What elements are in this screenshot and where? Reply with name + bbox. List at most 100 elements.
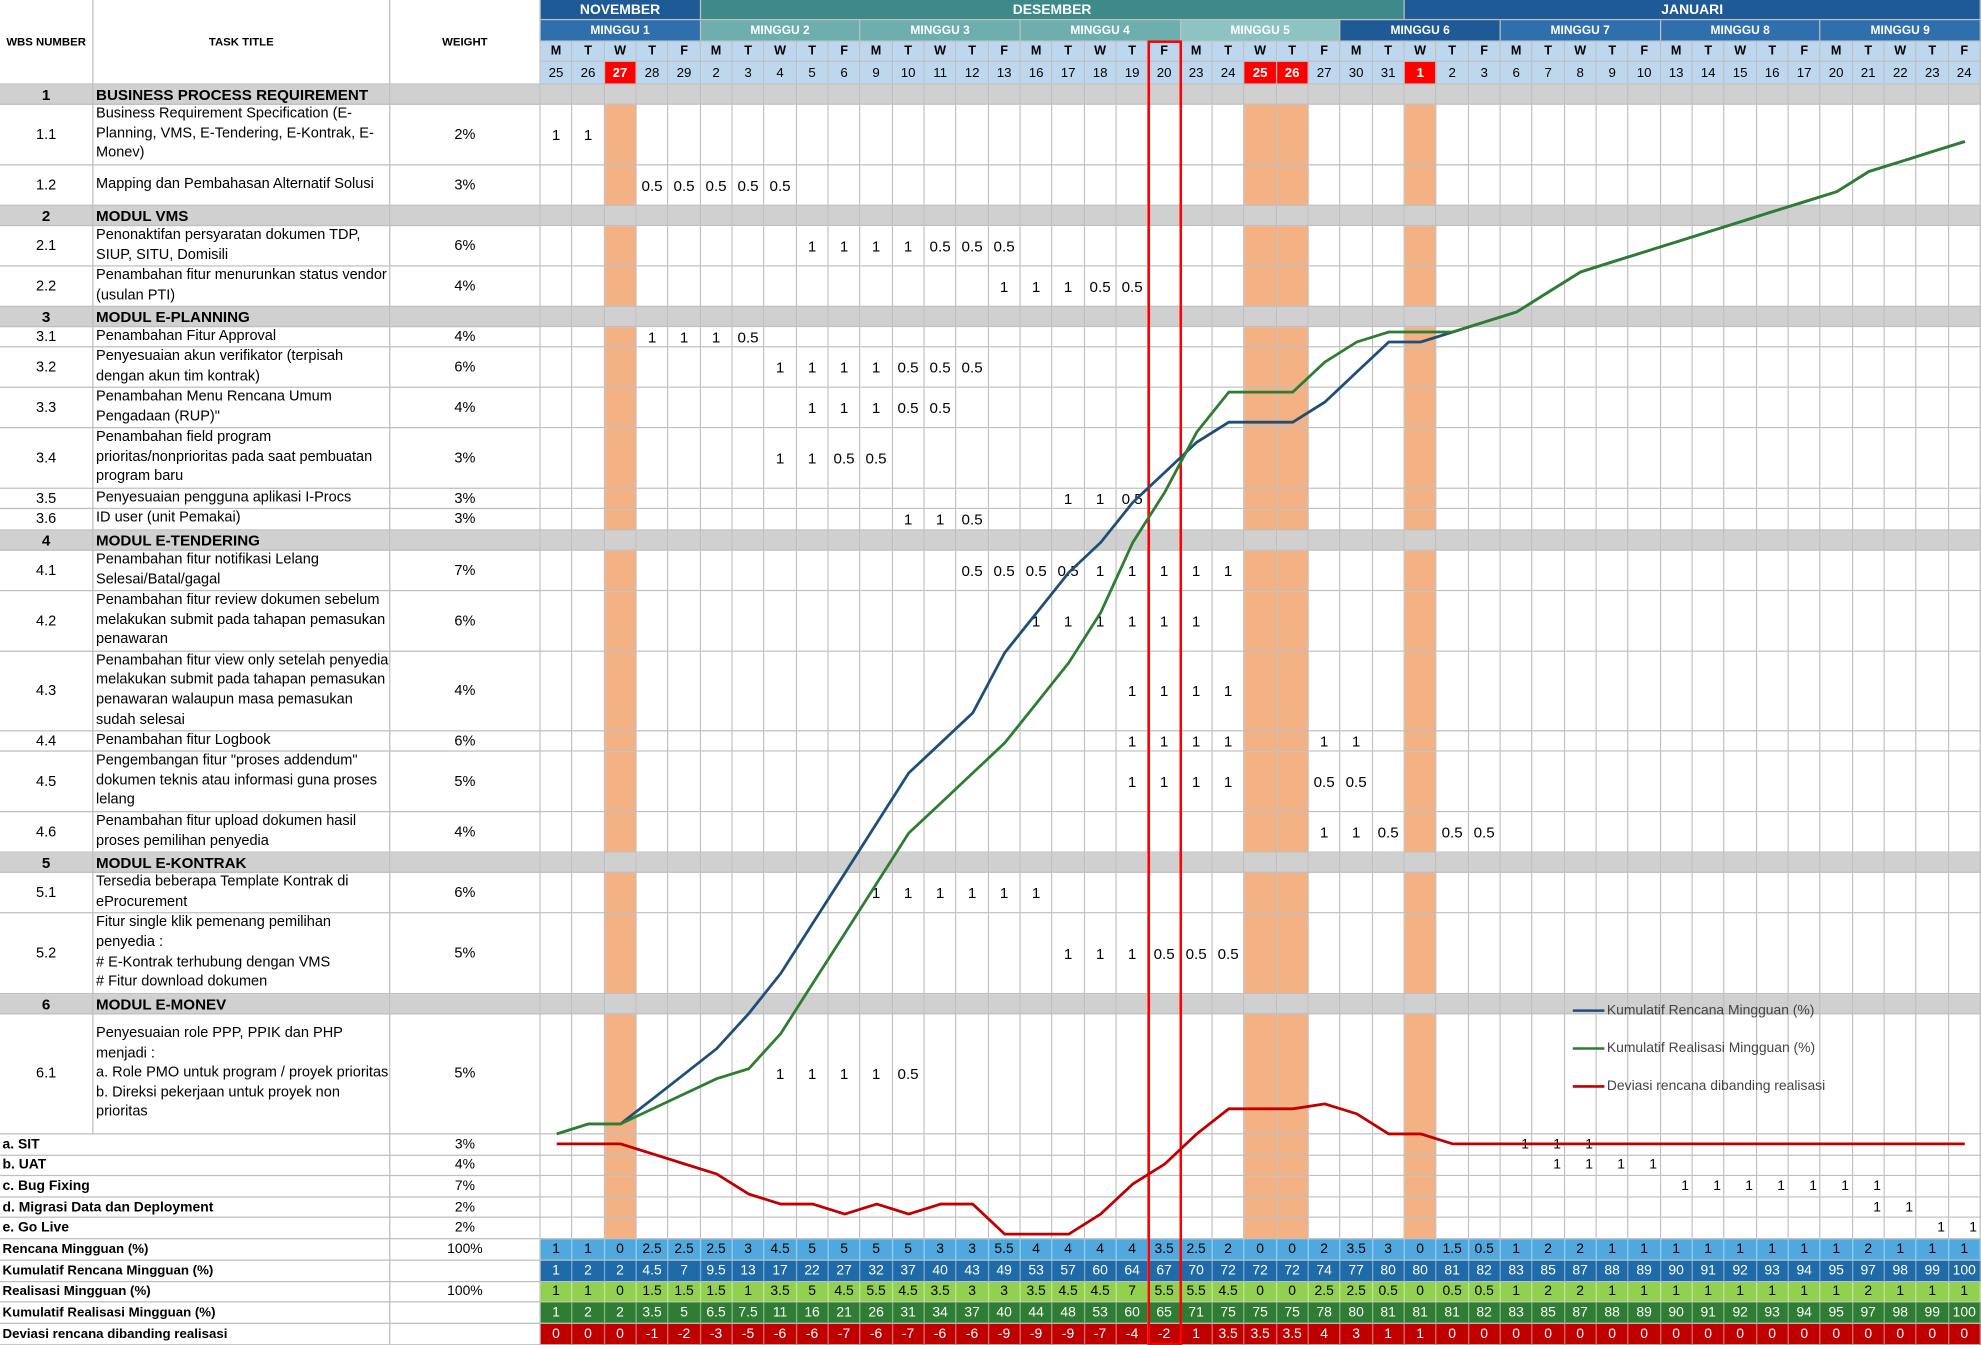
summary-cell: 5.5 (1180, 1281, 1213, 1303)
activity-cell (1628, 1218, 1661, 1240)
activity-cell (1116, 1176, 1149, 1198)
task-cell (1532, 651, 1565, 732)
task-cell (1628, 872, 1661, 914)
task-cell (1500, 651, 1533, 732)
task-cell (1244, 488, 1277, 510)
summary-cell: 3.5 (1276, 1324, 1309, 1345)
task-cell (732, 428, 765, 489)
task-cell (1020, 347, 1053, 388)
task-cell (572, 1014, 605, 1135)
task-cell (1724, 327, 1757, 348)
task-cell (1948, 104, 1981, 166)
task-cell (604, 651, 637, 732)
task-cell (700, 651, 733, 732)
summary-cell: -7 (892, 1324, 925, 1345)
summary-cell: -6 (924, 1324, 957, 1345)
task-cell (828, 327, 861, 348)
task-weight: 5% (390, 751, 541, 813)
section-cell (828, 306, 861, 328)
activity-cell (1244, 1197, 1277, 1219)
task-cell (1884, 226, 1917, 267)
task-cell (572, 872, 605, 914)
activity-cell (1404, 1176, 1437, 1198)
task-cell (1788, 387, 1821, 429)
task-cell: 1 (860, 226, 893, 267)
section-cell (540, 205, 573, 227)
section-cell (1788, 852, 1821, 873)
task-cell: 1 (1180, 751, 1213, 813)
task-weight: 6% (390, 591, 541, 652)
activity-cell (1948, 1155, 1981, 1177)
summary-cell: 3.5 (1212, 1324, 1245, 1345)
day-date: 29 (668, 61, 701, 85)
day-date: 17 (1052, 61, 1085, 85)
summary-cell: 82 (1468, 1302, 1501, 1325)
task-cell (1756, 913, 1789, 995)
task-title-text: Penambahan Menu Rencana Umum Pengadaan (… (96, 388, 332, 424)
task-cell (1212, 104, 1245, 166)
week-header: MINGGU 3 (860, 20, 1021, 42)
task-cell (1788, 104, 1821, 166)
task-cell (1820, 591, 1853, 652)
summary-cell: 49 (988, 1260, 1021, 1282)
task-cell (1180, 347, 1213, 388)
task-cell (636, 428, 669, 489)
task-cell: 1 (1020, 266, 1053, 307)
task-cell (1020, 104, 1053, 166)
task-cell (1820, 751, 1853, 813)
section-cell (1852, 994, 1885, 1015)
task-cell (1084, 104, 1117, 166)
task-cell (1372, 104, 1405, 166)
summary-cell: 83 (1500, 1302, 1533, 1325)
task-cell (1276, 751, 1309, 813)
summary-cell: 1 (1372, 1324, 1405, 1345)
activity-cell (604, 1134, 637, 1156)
task-title-text: Penonaktifan persyaratan dokumen TDP, SI… (96, 227, 361, 263)
task-cell (1148, 266, 1181, 307)
task-cell (1340, 509, 1373, 531)
task-cell (1436, 872, 1469, 914)
task-title-text: Penambahan fitur view only setelah penye… (96, 652, 389, 728)
activity-cell (1852, 1155, 1885, 1177)
task-cell: 1 (892, 509, 925, 531)
activity-cell (1916, 1176, 1949, 1198)
activity-cell (1756, 1134, 1789, 1156)
task-cell (1596, 347, 1629, 388)
activity-cell (1020, 1155, 1053, 1177)
section-cell (1180, 530, 1213, 551)
section-cell (1468, 530, 1501, 551)
summary-cell: 81 (1436, 1260, 1469, 1282)
activity-cell (668, 1218, 701, 1240)
day-date: 2 (1436, 61, 1469, 85)
task-cell (828, 872, 861, 914)
task-cell (1116, 387, 1149, 429)
task-cell (732, 913, 765, 995)
task-cell (1948, 751, 1981, 813)
activity-cell (924, 1134, 957, 1156)
task-cell (1340, 428, 1373, 489)
task-cell (1500, 327, 1533, 348)
task-cell (700, 266, 733, 307)
task-number: 4.2 (0, 591, 94, 652)
task-cell (1244, 327, 1277, 348)
activity-cell (1116, 1197, 1149, 1219)
task-cell (1756, 327, 1789, 348)
task-cell (1884, 872, 1917, 914)
task-cell (1340, 226, 1373, 267)
task-cell: 1 (1212, 651, 1245, 732)
activity-cell (1116, 1218, 1149, 1240)
task-cell (1884, 1014, 1917, 1135)
task-title: Penambahan fitur view only setelah penye… (93, 651, 391, 732)
summary-cell: 34 (924, 1302, 957, 1325)
task-cell (1948, 812, 1981, 853)
section-cell (1436, 306, 1469, 328)
task-cell (1500, 266, 1533, 307)
activity-cell (1500, 1176, 1533, 1198)
day-date: 21 (1852, 61, 1885, 85)
summary-cell: 2.5 (668, 1239, 701, 1261)
task-cell (1820, 387, 1853, 429)
task-cell (1020, 327, 1053, 348)
task-cell (604, 266, 637, 307)
activity-cell (1820, 1197, 1853, 1219)
task-cell (1532, 913, 1565, 995)
